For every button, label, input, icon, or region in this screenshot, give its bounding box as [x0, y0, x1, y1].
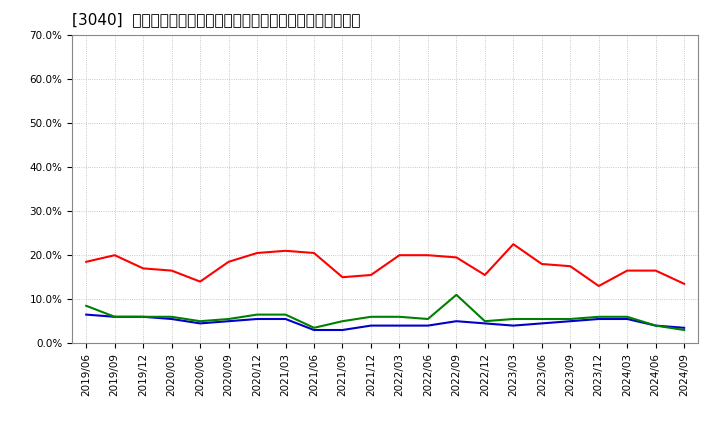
売上債権 — [652, 268, 660, 273]
買入債務 — [139, 314, 148, 319]
在庫 — [595, 316, 603, 322]
買入債務 — [623, 314, 631, 319]
買入債務 — [595, 314, 603, 319]
在庫 — [139, 314, 148, 319]
売上債権 — [139, 266, 148, 271]
在庫 — [253, 316, 261, 322]
売上債権 — [196, 279, 204, 284]
買入債務 — [423, 316, 432, 322]
買入債務 — [110, 314, 119, 319]
売上債権 — [680, 281, 688, 286]
Line: 売上債権: 売上債権 — [86, 244, 684, 286]
在庫 — [338, 327, 347, 333]
売上債権 — [82, 259, 91, 264]
買入債務 — [366, 314, 375, 319]
買入債務 — [82, 303, 91, 308]
買入債務 — [167, 314, 176, 319]
買入債務 — [680, 327, 688, 333]
売上債権 — [395, 253, 404, 258]
売上債権 — [423, 253, 432, 258]
売上債権 — [452, 255, 461, 260]
買入債務 — [652, 323, 660, 328]
Line: 在庫: 在庫 — [86, 315, 684, 330]
売上債権 — [253, 250, 261, 256]
売上債権 — [566, 264, 575, 269]
買入債務 — [537, 316, 546, 322]
売上債権 — [537, 261, 546, 267]
売上債権 — [110, 253, 119, 258]
買入債務 — [452, 292, 461, 297]
在庫 — [509, 323, 518, 328]
買入債務 — [480, 319, 489, 324]
売上債権 — [338, 275, 347, 280]
売上債権 — [509, 242, 518, 247]
在庫 — [110, 314, 119, 319]
買入債務 — [566, 316, 575, 322]
在庫 — [537, 321, 546, 326]
在庫 — [82, 312, 91, 317]
売上債権 — [366, 272, 375, 278]
買入債務 — [395, 314, 404, 319]
買入債務 — [282, 312, 290, 317]
売上債権 — [167, 268, 176, 273]
買入債務 — [253, 312, 261, 317]
在庫 — [196, 321, 204, 326]
在庫 — [566, 319, 575, 324]
売上債権 — [282, 248, 290, 253]
売上債権 — [595, 283, 603, 289]
売上債権 — [623, 268, 631, 273]
在庫 — [452, 319, 461, 324]
売上債権 — [225, 259, 233, 264]
売上債権 — [310, 250, 318, 256]
在庫 — [310, 327, 318, 333]
在庫 — [652, 323, 660, 328]
売上債権 — [480, 272, 489, 278]
在庫 — [423, 323, 432, 328]
買入債務 — [338, 319, 347, 324]
在庫 — [225, 319, 233, 324]
在庫 — [167, 316, 176, 322]
Line: 買入債務: 買入債務 — [86, 295, 684, 330]
買入債務 — [310, 325, 318, 330]
在庫 — [395, 323, 404, 328]
在庫 — [282, 316, 290, 322]
在庫 — [366, 323, 375, 328]
在庫 — [480, 321, 489, 326]
買入債務 — [225, 316, 233, 322]
買入債務 — [196, 319, 204, 324]
Text: [3040]  売上債権、在庫、買入債務の総資産に対する比率の推移: [3040] 売上債権、在庫、買入債務の総資産に対する比率の推移 — [72, 12, 361, 27]
在庫 — [623, 316, 631, 322]
在庫 — [680, 325, 688, 330]
買入債務 — [509, 316, 518, 322]
